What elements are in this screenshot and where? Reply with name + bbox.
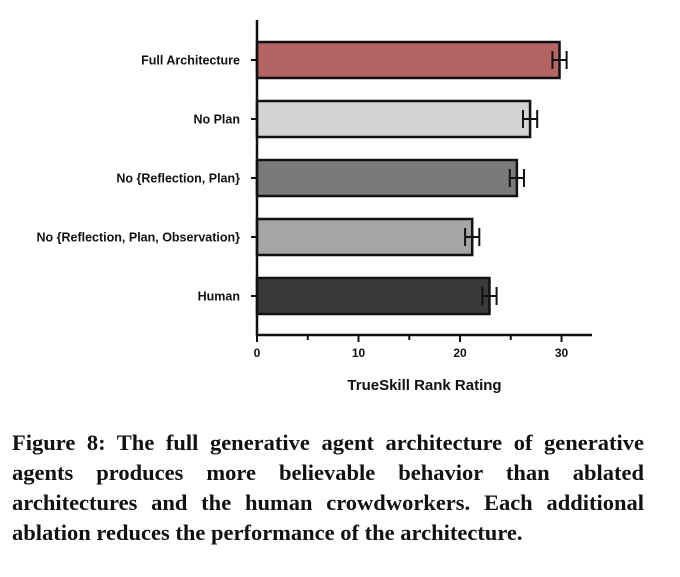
figure-caption: Figure 8: The full generative agent arch… [12,430,644,545]
category-label: Human [198,290,240,304]
bar-chart: Full Architecture No Plan No {Reflection, … [36,20,592,394]
bars-layer [255,40,568,316]
category-label: No {Reflection, Plan, Observation} [36,231,240,245]
x-tick-label: 20 [453,346,467,360]
x-tick-label: 30 [555,346,569,360]
bar [255,40,561,80]
error-bar [508,169,525,187]
bar [255,158,519,198]
bar [255,99,532,139]
category-label: Full Architecture [141,54,240,68]
error-bar [551,51,568,69]
axes-layer: Full Architecture No Plan No {Reflection, … [36,20,592,360]
bar [255,276,491,316]
bar [255,217,474,257]
x-axis-title: TrueSkill Rank Rating [347,377,501,394]
error-bar [521,110,539,128]
category-label: No {Reflection, Plan} [116,172,240,186]
x-tick-label: 0 [254,346,261,360]
error-bar [464,228,481,246]
category-label: No Plan [193,113,240,127]
x-tick-label: 10 [352,346,366,360]
error-bar [481,287,498,305]
